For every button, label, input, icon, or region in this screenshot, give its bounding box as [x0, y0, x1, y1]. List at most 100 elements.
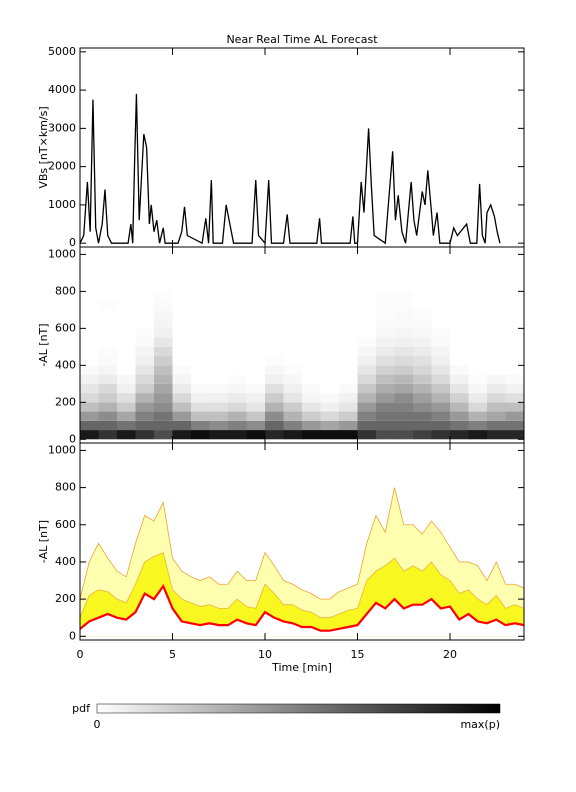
heat-cell: [191, 346, 210, 357]
heat-cell: [283, 430, 303, 440]
heat-cell: [228, 374, 247, 384]
heat-cell: [135, 393, 155, 403]
y-tick-label: 1000: [48, 198, 76, 211]
heat-cell: [228, 365, 247, 375]
heat-cell: [450, 300, 469, 310]
heat-cell: [505, 328, 525, 338]
heat-cell: [117, 300, 136, 310]
heat-cell: [154, 346, 173, 357]
heat-cell: [357, 328, 377, 338]
heat-cell: [376, 328, 395, 338]
heat-cell: [117, 356, 136, 366]
heat-cell: [487, 383, 506, 394]
data-line: [79, 93, 501, 245]
heat-cell: [246, 291, 266, 301]
heat-cell: [98, 383, 118, 394]
heat-cell: [413, 346, 432, 357]
y-tick-label: 5000: [48, 45, 76, 58]
heat-cell: [431, 319, 451, 329]
heat-cell: [431, 346, 451, 357]
heat-cell: [209, 356, 229, 366]
heat-cell: [450, 337, 469, 347]
heat-cell: [246, 300, 266, 310]
heat-cell: [135, 346, 155, 357]
heat-cell: [376, 300, 395, 310]
heat-cell: [154, 420, 173, 431]
heat-cell: [320, 337, 340, 347]
heat-cell: [320, 383, 340, 394]
heat-cell: [357, 309, 377, 320]
heat-cell: [450, 374, 469, 384]
y-tick-label: 200: [55, 592, 76, 605]
heat-cell: [191, 402, 210, 412]
heat-cell: [431, 356, 451, 366]
heat-cell: [431, 393, 451, 403]
heat-cell: [172, 374, 192, 384]
heat-cell: [172, 309, 192, 320]
heat-cell: [172, 411, 192, 421]
heat-cell: [283, 365, 303, 375]
heat-cell: [339, 346, 358, 357]
heat-cell: [98, 430, 118, 440]
heat-cell: [505, 374, 525, 384]
heat-cell: [357, 337, 377, 347]
heat-cell: [154, 356, 173, 366]
heat-cell: [246, 346, 266, 357]
heat-cell: [431, 309, 451, 320]
heat-cell: [283, 383, 303, 394]
heat-cell: [431, 374, 451, 384]
heat-cell: [172, 365, 192, 375]
heat-cell: [283, 319, 303, 329]
heat-cell: [339, 300, 358, 310]
heat-cell: [357, 291, 377, 301]
heat-cell: [468, 383, 488, 394]
heat-cell: [394, 420, 414, 431]
heat-cell: [265, 393, 284, 403]
heat-cell: [283, 420, 303, 431]
x-tick-label: 10: [258, 648, 272, 661]
heat-cell: [302, 402, 321, 412]
heat-cell: [487, 430, 506, 440]
heat-cell: [246, 337, 266, 347]
heat-cell: [228, 309, 247, 320]
heat-cell: [135, 291, 155, 301]
heat-cell: [450, 365, 469, 375]
heat-cell: [394, 328, 414, 338]
heat-cell: [117, 291, 136, 301]
heat-cell: [154, 393, 173, 403]
heat-cell: [80, 420, 99, 431]
heat-cell: [209, 420, 229, 431]
heat-cell: [450, 319, 469, 329]
x-tick-label: 20: [443, 648, 457, 661]
heat-cell: [172, 430, 192, 440]
heat-cell: [265, 319, 284, 329]
heat-cell: [283, 309, 303, 320]
y-tick-label: 400: [55, 358, 76, 371]
heat-cell: [228, 291, 247, 301]
heat-cell: [191, 291, 210, 301]
heat-cell: [117, 374, 136, 384]
heat-cell: [357, 383, 377, 394]
heat-cell: [376, 374, 395, 384]
heat-cell: [320, 402, 340, 412]
heat-cell: [487, 346, 506, 357]
heat-cell: [228, 411, 247, 421]
heat-cell: [80, 365, 99, 375]
heat-cell: [228, 430, 247, 440]
heat-cell: [302, 337, 321, 347]
heat-cell: [468, 346, 488, 357]
heat-cell: [117, 337, 136, 347]
heat-cell: [413, 365, 432, 375]
heat-cell: [172, 346, 192, 357]
y-tick-label: 0: [69, 236, 76, 249]
heat-cell: [283, 346, 303, 357]
heat-cell: [246, 309, 266, 320]
y-tick-label: 1000: [48, 443, 76, 456]
heat-cell: [302, 356, 321, 366]
heat-cell: [431, 300, 451, 310]
heat-cell: [357, 300, 377, 310]
heat-cell: [191, 411, 210, 421]
heat-cell: [172, 383, 192, 394]
heat-cell: [191, 356, 210, 366]
heat-cell: [487, 328, 506, 338]
